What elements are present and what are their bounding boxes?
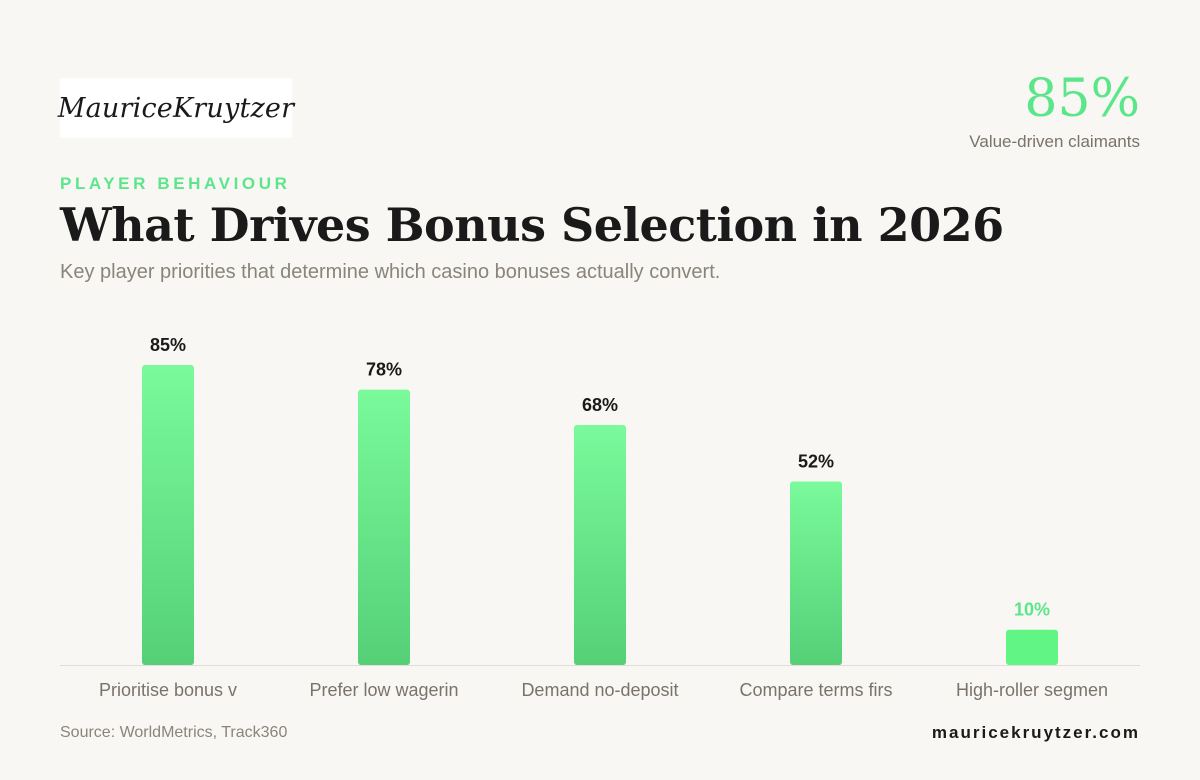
source-note: Source: WorldMetrics, Track360 [60, 724, 288, 741]
bar-3 [790, 481, 842, 665]
bar-2 [574, 424, 626, 665]
bar-1 [358, 389, 410, 665]
bar-value-label: 52% [798, 451, 834, 471]
highlight-stat-label: Value-driven claimants [969, 132, 1140, 151]
bar-value-label: 10% [1014, 600, 1050, 620]
site-url: mauricekruytzer.com [931, 723, 1140, 742]
bar-value-label: 85% [150, 335, 186, 355]
bar-value-label: 78% [366, 360, 402, 380]
highlight-stat-value: 85% [1024, 69, 1140, 129]
eyebrow-label: PLAYER BEHAVIOUR [60, 174, 291, 193]
category-label: Compare terms firs [739, 680, 892, 700]
bar-value-label: 68% [582, 395, 618, 415]
chart-subtitle: Key player priorities that determine whi… [60, 261, 721, 283]
chart-title: What Drives Bonus Selection in 2026 [60, 198, 1004, 252]
category-label: Prioritise bonus v [99, 680, 237, 700]
bar-4 [1006, 629, 1058, 665]
brand-logo: MauriceKruytzer [57, 78, 295, 138]
bar-0 [142, 364, 194, 665]
highlight-stat: 85% Value-driven claimants [969, 70, 1140, 152]
category-label: Prefer low wagerin [309, 680, 458, 700]
category-label: Demand no-deposit [521, 680, 678, 700]
category-label: High-roller segmen [956, 680, 1108, 700]
logo-text: MauriceKruytzer [57, 92, 295, 124]
